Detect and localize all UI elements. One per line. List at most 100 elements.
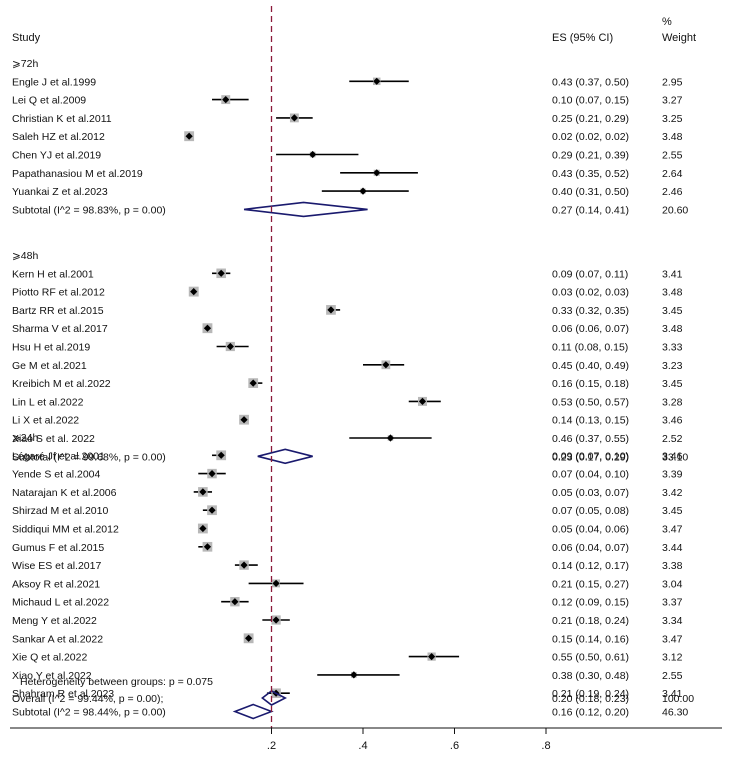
study-label: Shahram R et al.2023 xyxy=(12,688,114,700)
study-label: Hsu H et al.2019 xyxy=(12,342,90,354)
study-weight: 3.46 xyxy=(662,415,683,427)
study-label: Li X et al.2022 xyxy=(12,415,79,427)
study-es-text: 0.25 (0.21, 0.29) xyxy=(552,113,629,125)
study-weight: 2.46 xyxy=(662,186,683,198)
overall-diamond xyxy=(261,690,287,706)
study-weight: 3.46 xyxy=(662,450,683,462)
study-es-text: 0.55 (0.50, 0.61) xyxy=(552,652,629,664)
study-label: Saleh HZ et al.2012 xyxy=(12,131,105,143)
study-es-text: 0.46 (0.37, 0.55) xyxy=(552,433,629,445)
point-estimate xyxy=(208,470,216,478)
point-estimate xyxy=(199,524,207,533)
study-label: Papathanasiou M et al.2019 xyxy=(12,168,143,180)
study-weight: 3.28 xyxy=(662,396,683,408)
study-es-text: 0.15 (0.14, 0.16) xyxy=(552,633,629,645)
group-header: ⩾48h xyxy=(12,250,38,262)
study-weight: 3.37 xyxy=(662,597,683,609)
study-weight: 3.23 xyxy=(662,360,683,372)
point-estimate xyxy=(185,132,193,140)
study-es-text: 0.11 (0.08, 0.15) xyxy=(552,342,628,354)
study-label: Yuankai Z et al.2023 xyxy=(12,186,108,198)
subtotal-diamond xyxy=(257,448,313,465)
point-estimate xyxy=(373,77,381,85)
study-label: Xiao Y et al.2022 xyxy=(12,670,92,682)
point-estimate xyxy=(240,561,248,569)
study-es-text: 0.03 (0.02, 0.03) xyxy=(552,287,629,299)
study-es-text: 0.16 (0.15, 0.18) xyxy=(552,378,629,390)
study-label: Lin L et al.2022 xyxy=(12,396,84,408)
study-label: Aksoy R et al.2021 xyxy=(12,578,100,590)
study-label: Ge M et al.2021 xyxy=(12,360,87,372)
header-weight: Weight xyxy=(662,32,697,44)
study-weight: 2.55 xyxy=(662,150,683,162)
study-label: Michaud L et al.2022 xyxy=(12,597,109,609)
study-weight: 3.12 xyxy=(662,652,683,664)
subtotal-weight: 20.60 xyxy=(662,204,688,216)
study-label: Piotto RF et al.2012 xyxy=(12,287,105,299)
study-weight: 3.41 xyxy=(662,688,683,700)
study-weight: 2.95 xyxy=(662,76,683,88)
study-label: Christian K et al.2011 xyxy=(12,113,112,125)
x-tick-label: .2 xyxy=(267,740,276,752)
study-label: Kern H et al.2001 xyxy=(12,268,94,280)
point-estimate xyxy=(217,269,225,277)
point-estimate xyxy=(386,434,395,442)
study-weight: 3.34 xyxy=(662,615,683,627)
study-es-text: 0.21 (0.18, 0.24) xyxy=(552,615,629,627)
study-weight: 3.48 xyxy=(662,131,683,143)
study-weight: 3.27 xyxy=(662,95,683,107)
study-weight: 3.45 xyxy=(662,378,683,390)
header-study: Study xyxy=(12,32,41,44)
study-es-text: 0.05 (0.03, 0.07) xyxy=(552,487,629,499)
point-estimate xyxy=(249,379,257,387)
study-es-text: 0.53 (0.50, 0.57) xyxy=(552,396,629,408)
subtotal-label: Subtotal (I^2 = 98.44%, p = 0.00) xyxy=(12,707,166,719)
study-label: Natarajan K et al.2006 xyxy=(12,487,117,499)
study-weight: 2.64 xyxy=(662,168,683,180)
point-estimate xyxy=(309,150,317,159)
point-estimate xyxy=(240,416,248,424)
study-label: Xiao S et al. 2022 xyxy=(12,433,95,445)
header-weight-pct: % xyxy=(662,16,672,28)
point-estimate xyxy=(226,342,234,351)
point-estimate xyxy=(199,488,207,496)
study-label: Bartz RR et al.2015 xyxy=(12,305,104,317)
study-es-text: 0.14 (0.13, 0.15) xyxy=(552,415,629,427)
subtotal-es-text: 0.16 (0.12, 0.20) xyxy=(552,707,629,719)
subtotal-diamond xyxy=(232,703,274,720)
study-es-text: 0.33 (0.32, 0.35) xyxy=(552,305,629,317)
study-es-text: 0.29 (0.21, 0.39) xyxy=(552,150,629,162)
point-estimate xyxy=(428,653,436,661)
subtotal-es-text: 0.27 (0.14, 0.41) xyxy=(552,204,629,216)
group-header: ⩾24h xyxy=(12,432,38,444)
study-es-text: 0.07 (0.05, 0.08) xyxy=(552,505,629,517)
point-estimate xyxy=(222,96,230,104)
study-weight: 3.44 xyxy=(662,542,683,554)
study-es-text: 0.09 (0.07, 0.11) xyxy=(552,268,628,280)
study-es-text: 0.06 (0.04, 0.07) xyxy=(552,542,629,554)
study-label: Xie Q et al.2022 xyxy=(12,652,87,664)
study-es-text: 0.10 (0.07, 0.15) xyxy=(552,95,629,107)
study-weight: 3.38 xyxy=(662,560,683,572)
point-estimate xyxy=(382,361,390,369)
header-es: ES (95% CI) xyxy=(552,32,614,44)
study-weight: 3.04 xyxy=(662,578,683,590)
study-weight: 3.47 xyxy=(662,633,683,645)
point-estimate xyxy=(350,671,358,679)
subtotal-weight: 46.30 xyxy=(662,707,688,719)
study-weight: 3.33 xyxy=(662,342,683,354)
subtotal-label: Subtotal (I^2 = 99.68%, p = 0.00) xyxy=(12,451,166,463)
point-estimate xyxy=(208,506,216,514)
study-label: Gumus F et al.2015 xyxy=(12,542,104,554)
study-weight: 2.55 xyxy=(662,670,683,682)
point-estimate xyxy=(203,543,212,551)
study-weight: 3.41 xyxy=(662,268,683,280)
x-tick-label: .8 xyxy=(541,740,550,752)
study-label: Kreibich M et al.2022 xyxy=(12,378,111,390)
study-es-text: 0.09 (0.07, 0.10) xyxy=(552,450,629,462)
study-es-text: 0.12 (0.09, 0.15) xyxy=(552,597,629,609)
point-estimate xyxy=(272,616,280,624)
study-es-text: 0.14 (0.12, 0.17) xyxy=(552,560,629,572)
point-estimate xyxy=(359,187,367,195)
